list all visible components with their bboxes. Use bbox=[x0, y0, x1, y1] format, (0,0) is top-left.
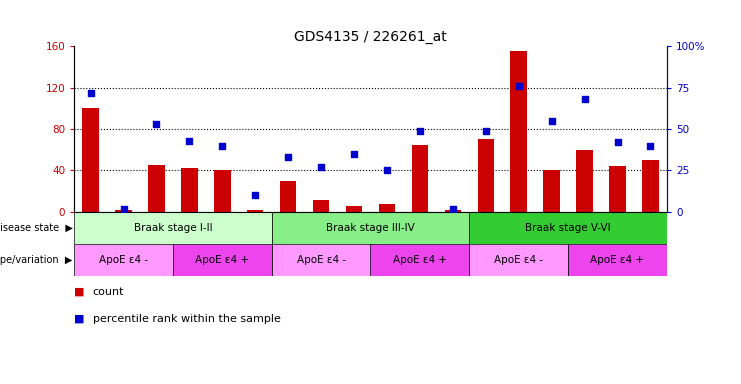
Text: ■: ■ bbox=[74, 314, 84, 324]
Bar bbox=[82, 108, 99, 212]
Point bbox=[150, 121, 162, 127]
Point bbox=[545, 118, 557, 124]
Point bbox=[513, 83, 525, 89]
Point bbox=[480, 127, 492, 134]
Bar bbox=[272, 244, 370, 276]
Point bbox=[611, 139, 623, 146]
Text: Braak stage III-IV: Braak stage III-IV bbox=[326, 223, 415, 233]
Bar bbox=[477, 139, 494, 212]
Bar bbox=[412, 144, 428, 212]
Text: ApoE ε4 +: ApoE ε4 + bbox=[196, 255, 249, 265]
Bar bbox=[379, 204, 395, 212]
Text: ■: ■ bbox=[74, 287, 84, 297]
Bar bbox=[445, 210, 461, 212]
Bar bbox=[74, 244, 173, 276]
Text: ApoE ε4 -: ApoE ε4 - bbox=[296, 255, 345, 265]
Point bbox=[118, 205, 130, 212]
Title: GDS4135 / 226261_at: GDS4135 / 226261_at bbox=[294, 30, 447, 44]
Point bbox=[447, 205, 459, 212]
Text: Braak stage I-II: Braak stage I-II bbox=[133, 223, 212, 233]
Bar bbox=[247, 210, 264, 212]
Bar bbox=[116, 210, 132, 212]
Point bbox=[216, 142, 228, 149]
Bar bbox=[181, 169, 198, 212]
Text: count: count bbox=[93, 287, 124, 297]
Point bbox=[414, 127, 426, 134]
Text: genotype/variation  ▶: genotype/variation ▶ bbox=[0, 255, 73, 265]
Text: Braak stage V-VI: Braak stage V-VI bbox=[525, 223, 611, 233]
Bar bbox=[313, 200, 329, 212]
Text: ApoE ε4 -: ApoE ε4 - bbox=[99, 255, 148, 265]
Bar bbox=[568, 244, 667, 276]
Text: disease state  ▶: disease state ▶ bbox=[0, 223, 73, 233]
Point bbox=[184, 137, 196, 144]
Bar bbox=[642, 160, 659, 212]
Bar bbox=[469, 212, 667, 244]
Bar bbox=[576, 150, 593, 212]
Bar bbox=[346, 206, 362, 212]
Point bbox=[282, 154, 294, 160]
Bar bbox=[511, 51, 527, 212]
Bar bbox=[272, 212, 469, 244]
Text: ApoE ε4 +: ApoE ε4 + bbox=[393, 255, 447, 265]
Point bbox=[579, 96, 591, 102]
Bar bbox=[543, 170, 560, 212]
Point bbox=[315, 164, 327, 170]
Text: percentile rank within the sample: percentile rank within the sample bbox=[93, 314, 281, 324]
Text: ApoE ε4 -: ApoE ε4 - bbox=[494, 255, 543, 265]
Bar bbox=[280, 181, 296, 212]
Bar bbox=[214, 170, 230, 212]
Bar bbox=[609, 166, 625, 212]
Point bbox=[381, 167, 393, 174]
Bar bbox=[148, 165, 165, 212]
Point bbox=[84, 89, 96, 96]
Bar bbox=[173, 244, 272, 276]
Bar bbox=[370, 244, 469, 276]
Text: ApoE ε4 +: ApoE ε4 + bbox=[591, 255, 645, 265]
Bar bbox=[74, 212, 272, 244]
Point bbox=[249, 192, 261, 199]
Point bbox=[645, 142, 657, 149]
Bar bbox=[469, 244, 568, 276]
Point bbox=[348, 151, 360, 157]
